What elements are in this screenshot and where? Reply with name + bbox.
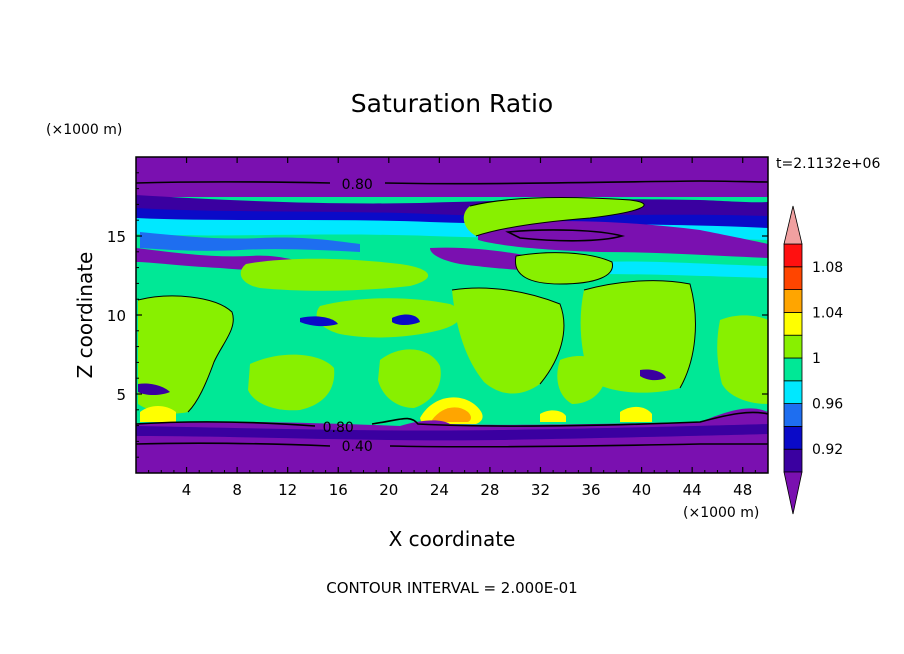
contour-labels: 0.80 0.80 0.40 bbox=[323, 177, 373, 455]
contour-label: 0.40 bbox=[342, 439, 373, 455]
field-region-green-3 bbox=[463, 197, 645, 236]
x-tick-label: 44 bbox=[683, 481, 702, 499]
field-region-yellow-4 bbox=[540, 410, 566, 422]
field-patch-low-1 bbox=[138, 383, 170, 395]
field-patch-low-3 bbox=[300, 316, 338, 327]
colorbar-segment bbox=[783, 403, 803, 427]
x-tick-label: 4 bbox=[182, 481, 192, 499]
colorbar-label: 0.96 bbox=[812, 397, 843, 413]
x-tick-label: 36 bbox=[581, 481, 600, 499]
x-tick-label: 32 bbox=[531, 481, 550, 499]
x-tick-label: 24 bbox=[430, 481, 449, 499]
field-region-green-1 bbox=[138, 296, 234, 414]
field-region-green-10 bbox=[717, 315, 768, 404]
field-region-green-8 bbox=[248, 354, 335, 411]
colorbar-label: 1.04 bbox=[812, 305, 843, 321]
colorbar-segment bbox=[783, 448, 803, 473]
contour-line-upper bbox=[505, 229, 626, 242]
contour-label: 0.80 bbox=[323, 420, 354, 436]
saturation-field bbox=[136, 157, 768, 473]
colorbar-segment bbox=[783, 357, 803, 382]
field-patch-low-4 bbox=[392, 314, 420, 325]
footer-contour-interval: CONTOUR INTERVAL = 2.000E-01 bbox=[326, 579, 577, 597]
colorbar-label: 0.92 bbox=[812, 442, 843, 458]
colorbar-segment bbox=[783, 243, 803, 268]
contour-label: 0.80 bbox=[342, 177, 373, 193]
time-label: t=2.1132e+06 bbox=[776, 156, 880, 172]
colorbar-label: 1 bbox=[812, 351, 821, 367]
colorbar-label: 1.08 bbox=[812, 260, 843, 276]
colorbar-segment bbox=[783, 334, 803, 359]
x-tick-label: 28 bbox=[480, 481, 499, 499]
colorbar-top-arrow bbox=[783, 205, 803, 245]
contour-line-top-080 bbox=[136, 180, 768, 185]
field-band-bottom-dark bbox=[136, 424, 768, 441]
x-tick-label: 48 bbox=[733, 481, 752, 499]
colorbar-segment bbox=[783, 380, 803, 404]
contour-line-green-1 bbox=[137, 295, 234, 413]
colorbar-segment bbox=[783, 311, 803, 336]
field-region-green-5 bbox=[452, 287, 564, 394]
field-band-upper-blue bbox=[140, 232, 360, 252]
field-region-green-7 bbox=[580, 280, 696, 393]
x-axis-label: X coordinate bbox=[389, 527, 516, 551]
colorbar-bottom-arrow bbox=[783, 471, 803, 515]
contour-line-green-7 bbox=[583, 280, 696, 389]
y-axis-label: Z coordinate bbox=[73, 252, 97, 379]
contour-lines bbox=[136, 180, 768, 448]
colorbar-segment bbox=[783, 289, 803, 313]
x-axis: 4 8 12 16 20 24 28 32 36 40 44 48 bbox=[148, 157, 756, 499]
contour-line-bottom-080 bbox=[136, 411, 768, 427]
colorbar: 1.08 1.04 1 0.96 0.92 bbox=[783, 205, 843, 515]
x-tick-label: 12 bbox=[278, 481, 297, 499]
y-tick-label: 15 bbox=[107, 228, 126, 246]
field-region-orange-1 bbox=[432, 407, 471, 422]
contour-line-bottom-040 bbox=[136, 442, 768, 448]
y-unit-label: (×1000 m) bbox=[46, 122, 122, 138]
contour-line-green-5 bbox=[451, 287, 565, 385]
field-band-upper-cyan bbox=[600, 261, 768, 278]
field-region-green-9 bbox=[378, 349, 441, 408]
y-axis: 5 10 15 bbox=[107, 172, 768, 458]
field-patch-low-2 bbox=[640, 369, 666, 381]
x-unit-label: (×1000 m) bbox=[683, 505, 759, 521]
colorbar-segment bbox=[783, 266, 803, 290]
field-region-green-11 bbox=[557, 356, 606, 404]
contour-line-green-6 bbox=[514, 252, 613, 285]
field-region-yellow-3 bbox=[620, 406, 652, 422]
contour-line-green-3 bbox=[469, 197, 645, 237]
chart-title: Saturation Ratio bbox=[351, 89, 553, 118]
colorbar-segment bbox=[783, 425, 803, 450]
y-tick-label: 10 bbox=[107, 307, 126, 325]
field-region-yellow-2 bbox=[140, 406, 176, 422]
x-tick-label: 16 bbox=[329, 481, 348, 499]
field-region-green-2 bbox=[240, 258, 429, 291]
x-tick-label: 8 bbox=[232, 481, 242, 499]
field-band-top bbox=[136, 157, 768, 197]
y-tick-label: 5 bbox=[116, 386, 126, 404]
x-tick-label: 20 bbox=[379, 481, 398, 499]
field-region-green-4 bbox=[316, 298, 462, 338]
x-tick-label: 40 bbox=[632, 481, 651, 499]
field-region-green-6 bbox=[515, 252, 613, 284]
